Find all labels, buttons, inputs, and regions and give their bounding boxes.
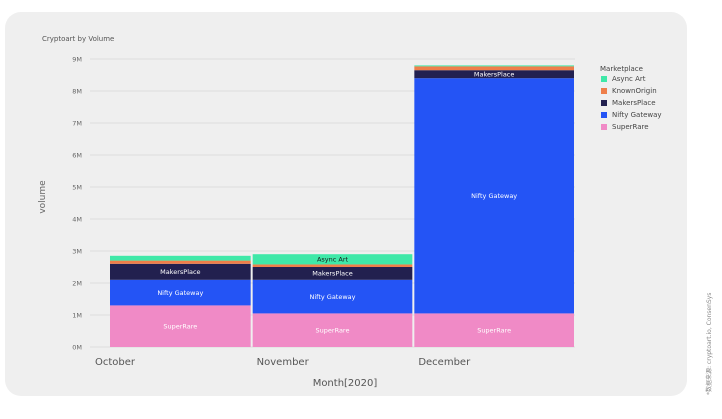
chart-card: Cryptoart by Volume volume Month[2020] 0… <box>5 12 687 396</box>
segment-data-label: Nifty Gateway <box>471 192 517 200</box>
y-tick-label: 1M <box>72 312 82 320</box>
stacked-bar-chart: Cryptoart by Volume volume Month[2020] 0… <box>38 35 662 389</box>
bar-segment-nifty-gateway <box>414 78 574 314</box>
x-axis-label: Month[2020] <box>313 378 378 389</box>
legend-swatch <box>601 124 607 130</box>
chart-title: Cryptoart by Volume <box>42 35 114 43</box>
segment-data-label: SuperRare <box>316 326 350 334</box>
bar-segment-makersplace <box>414 70 574 79</box>
legend-item-label: SuperRare <box>612 123 649 131</box>
bar-segment-async-art <box>414 65 574 67</box>
y-tick-label: 7M <box>72 120 82 128</box>
y-tick-label: 0M <box>72 344 82 352</box>
legend-item-label: Async Art <box>612 75 646 83</box>
segment-data-label: SuperRare <box>477 326 511 334</box>
segment-data-label: MakersPlace <box>474 70 514 78</box>
bar-segment-superrare <box>252 313 413 347</box>
bar-stack-december: SuperRare Nifty Gateway MakersPlace <box>414 65 574 347</box>
bar-stack-october: SuperRare Nifty Gateway MakersPlace <box>110 255 251 347</box>
y-tick-label: 8M <box>72 88 82 96</box>
legend-swatch <box>601 100 607 106</box>
y-tick-label: 3M <box>72 248 82 256</box>
x-tick-label: November <box>257 357 310 368</box>
x-tick-labels: October November December <box>95 357 471 368</box>
y-tick-label: 2M <box>72 280 82 288</box>
legend-item-label: Nifty Gateway <box>612 111 662 119</box>
segment-data-label: MakersPlace <box>160 268 200 276</box>
bar-segment-async-art <box>252 254 413 265</box>
y-axis-label: volume <box>38 180 48 214</box>
bar-segment-nifty-gateway <box>110 279 251 306</box>
segment-data-label: SuperRare <box>163 322 197 330</box>
bar-segment-superrare <box>414 313 574 347</box>
bar-segment-nifty-gateway <box>252 279 413 314</box>
bar-segment-knownorigin <box>252 264 413 267</box>
y-tick-label: 9M <box>72 56 82 64</box>
bar-segment-superrare <box>110 305 251 347</box>
y-tick-label: 4M <box>72 216 82 224</box>
bar-stack-november: SuperRare Nifty Gateway MakersPlace Async A… <box>252 254 413 347</box>
bar-segment-async-art <box>110 255 251 261</box>
x-tick-label: October <box>95 357 136 368</box>
legend: Marketplace Async Art KnownOrigin MakersPl… <box>600 65 662 131</box>
y-tick-label: 5M <box>72 184 82 192</box>
source-note: *数据来源: cryptoart.io, ConsenSys <box>706 292 713 395</box>
y-tick-labels: 0M 1M 2M 3M 4M 5M 6M 7M 8M 9M <box>72 56 82 352</box>
segment-data-label: Nifty Gateway <box>309 293 355 301</box>
segment-data-label: MakersPlace <box>312 270 352 278</box>
segment-data-label: Nifty Gateway <box>157 289 203 297</box>
y-tick-label: 6M <box>72 152 82 160</box>
bar-segment-knownorigin <box>414 66 574 71</box>
legend-title: Marketplace <box>600 65 643 73</box>
legend-swatch <box>601 88 607 94</box>
bar-segment-makersplace <box>110 263 251 280</box>
legend-swatch <box>601 112 607 118</box>
legend-item-label: MakersPlace <box>612 99 656 107</box>
legend-item-label: KnownOrigin <box>612 87 657 95</box>
legend-swatch <box>601 76 607 82</box>
segment-data-label: Async Art <box>317 256 349 264</box>
bar-segment-makersplace <box>252 267 413 280</box>
x-tick-label: December <box>418 357 471 368</box>
bar-segment-knownorigin <box>110 260 251 264</box>
